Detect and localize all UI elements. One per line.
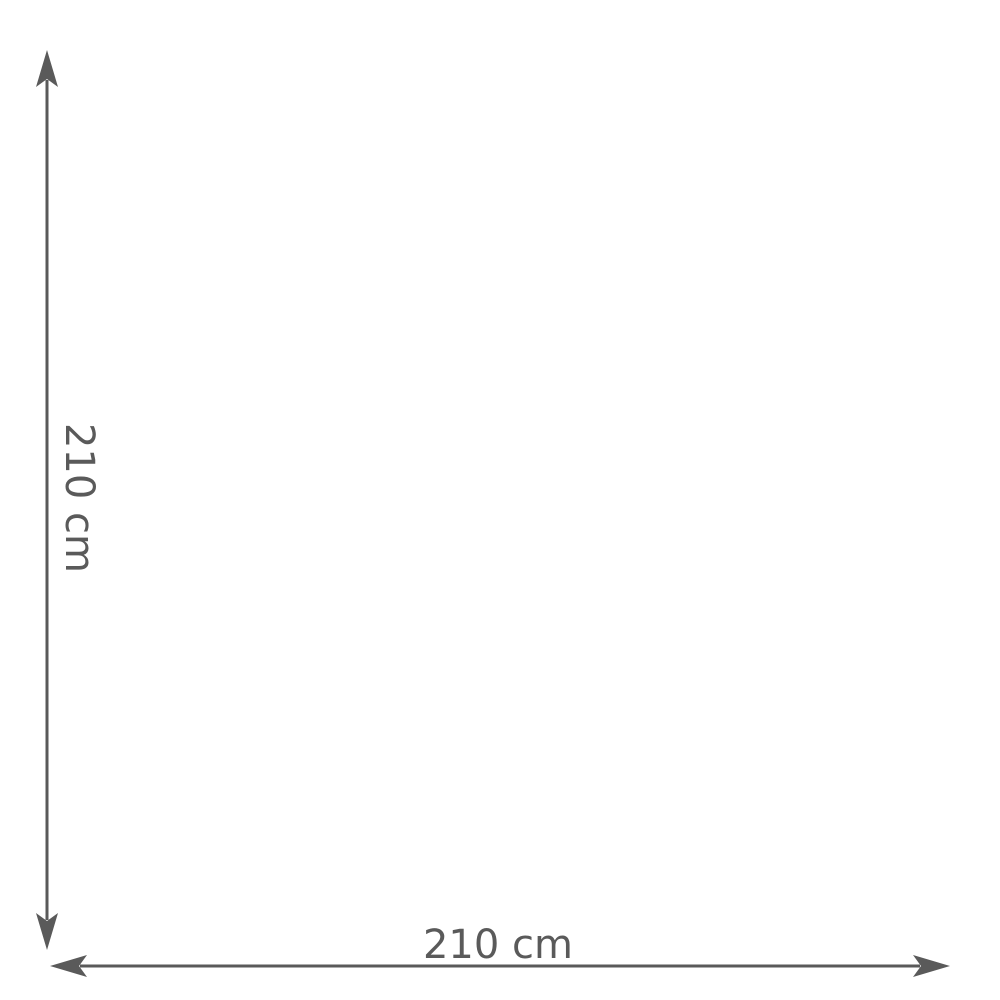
width-dimension: 210 cm	[50, 922, 950, 977]
arrow-down-icon	[36, 913, 58, 950]
height-dimension-label: 210 cm	[56, 423, 102, 573]
arrow-up-icon	[36, 50, 58, 87]
width-dimension-label: 210 cm	[423, 922, 573, 968]
arrow-left-icon	[50, 955, 87, 977]
arrow-right-icon	[913, 955, 950, 977]
height-dimension: 210 cm	[36, 50, 102, 950]
